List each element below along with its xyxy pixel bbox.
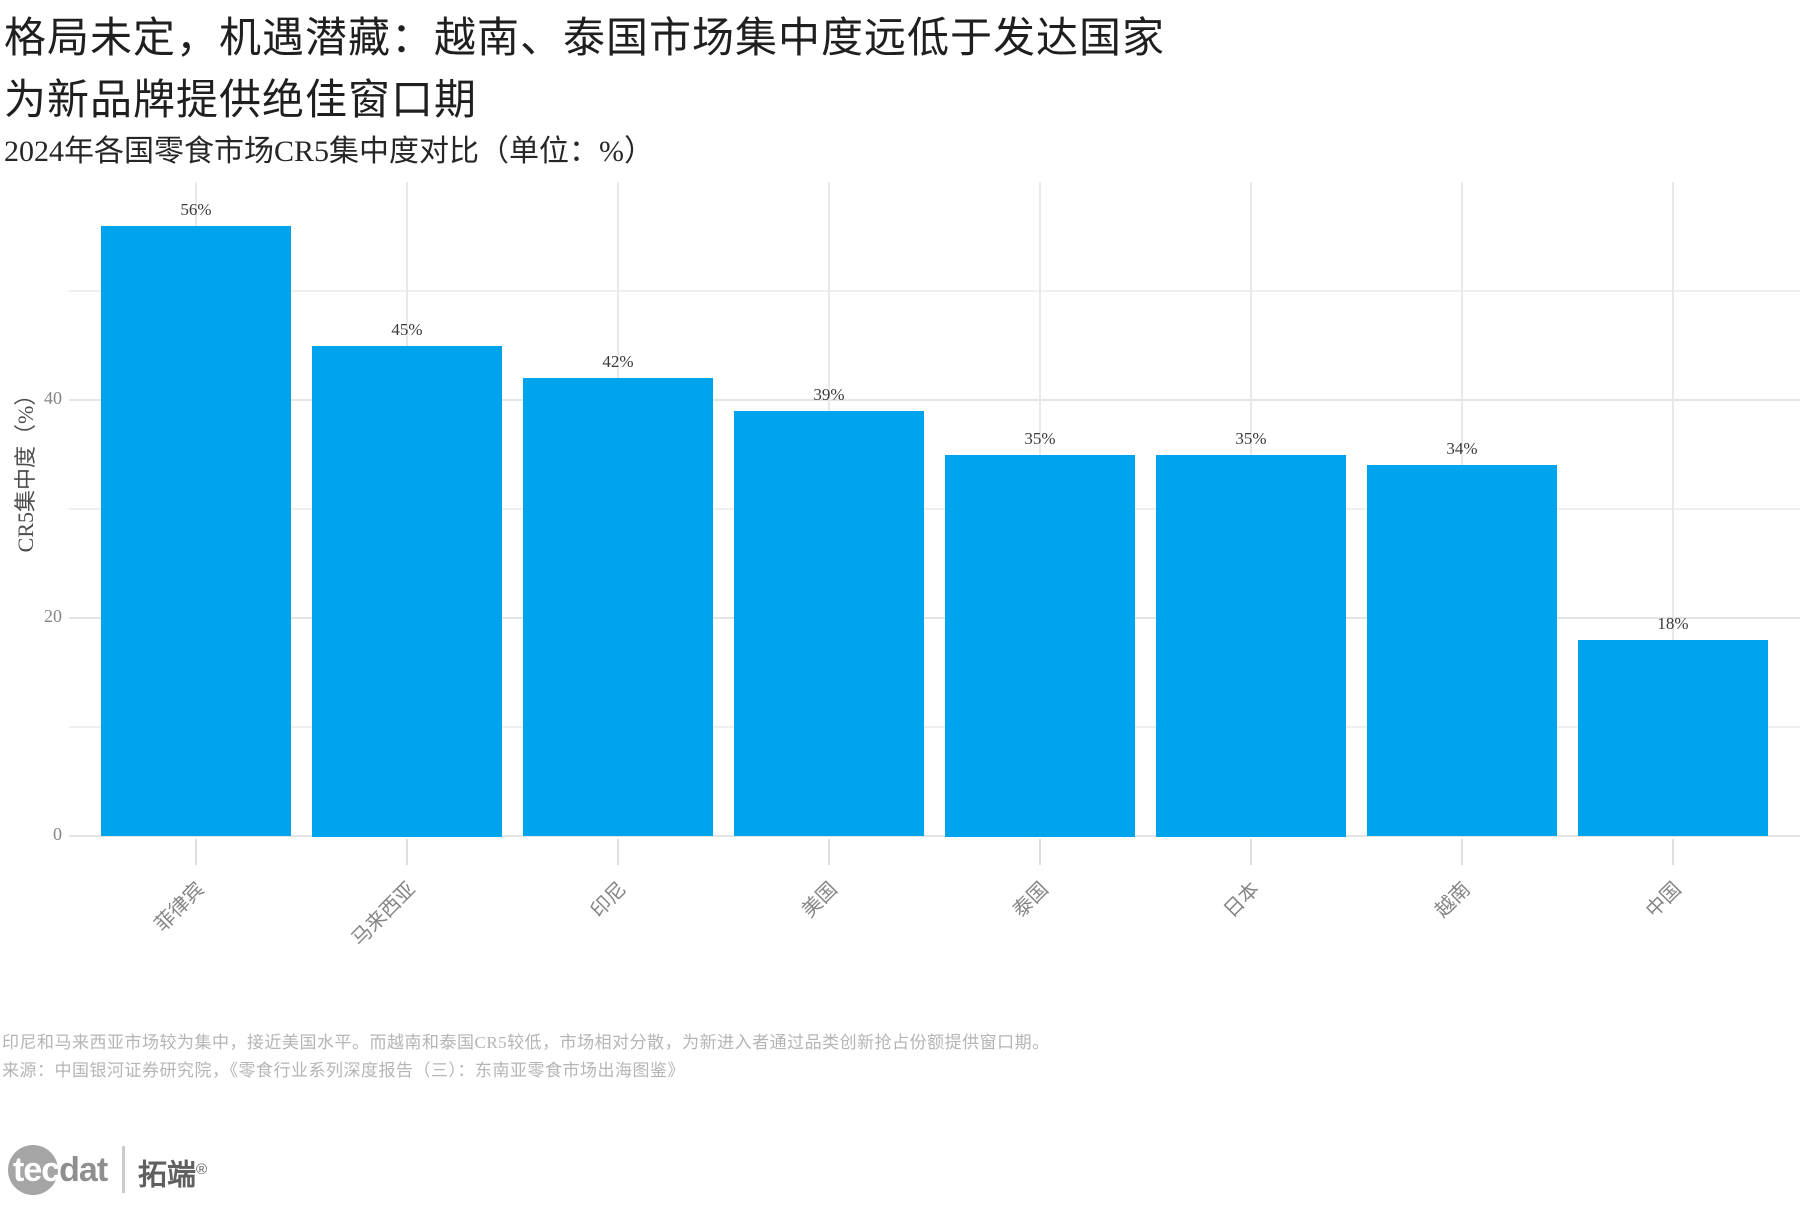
x-tick-泰国: [1039, 839, 1042, 865]
bar-value-label-日本: 35%: [1235, 429, 1267, 448]
x-label-日本: 日本: [1220, 878, 1264, 923]
logo-wordmark: tecdat: [13, 1148, 108, 1192]
chart-subtitle: 2024年各国零食市场CR5集中度对比（单位：%）: [4, 135, 655, 168]
x-tick-马来西亚: [405, 839, 408, 865]
bar-value-label-美国: 39%: [813, 385, 845, 404]
y-tick-label-40: 40: [44, 388, 62, 408]
logo-word-highlight: tec: [13, 1151, 60, 1189]
bar-日本: [1156, 455, 1346, 837]
x-tick-美国: [827, 839, 830, 865]
x-tick-日本: [1250, 839, 1253, 865]
bar-印尼: [523, 378, 713, 836]
y-tick-label-0: 0: [53, 824, 62, 844]
bar-越南: [1367, 465, 1557, 836]
x-label-中国: 中国: [1642, 878, 1687, 923]
gridline-major-y-40: [69, 399, 1800, 401]
gridline-major-y-0: [69, 835, 1800, 837]
tecdat-logo: tecdat 拓端®: [0, 1140, 400, 1206]
logo-circle-icon: [8, 1145, 58, 1195]
chart-title-line2: 为新品牌提供绝佳窗口期: [4, 78, 478, 124]
gridline-x-中国: [1672, 182, 1675, 836]
bar-美国: [734, 411, 924, 836]
footnote-source: 来源：中国银河证券研究院，《零食行业系列深度报告（三）：东南亚零食市场出海图鉴》: [2, 1061, 685, 1080]
gridline-minor-y-50: [69, 290, 1800, 292]
y-axis-title: CR5集中度（%）: [13, 383, 38, 553]
bar-菲律宾: [101, 226, 291, 836]
logo-cn-text: 拓端: [138, 1159, 197, 1192]
logo-word-rest: dat: [59, 1151, 108, 1189]
x-label-越南: 越南: [1431, 878, 1476, 923]
bar-中国: [1578, 640, 1768, 836]
x-label-泰国: 泰国: [1009, 878, 1053, 923]
registered-mark: ®: [196, 1161, 208, 1178]
x-tick-菲律宾: [194, 839, 197, 865]
x-tick-印尼: [616, 839, 619, 865]
bar-value-label-马来西亚: 45%: [391, 320, 423, 339]
bar-value-label-泰国: 35%: [1024, 429, 1056, 448]
bar-value-label-越南: 34%: [1446, 439, 1478, 458]
x-tick-中国: [1672, 839, 1675, 865]
bar-value-label-印尼: 42%: [602, 352, 634, 371]
gridline-minor-y-10: [69, 726, 1800, 728]
x-tick-越南: [1461, 839, 1464, 865]
logo-cn-name: 拓端®: [138, 1154, 207, 1192]
chart-title-line1: 格局未定，机遇潜藏：越南、泰国市场集中度远低于发达国家: [4, 16, 1166, 62]
x-label-印尼: 印尼: [586, 878, 631, 923]
x-label-菲律宾: 菲律宾: [150, 878, 209, 937]
footnote-analysis: 印尼和马来西亚市场较为集中，接近美国水平。而越南和泰国CR5较低，市场相对分散，…: [2, 1033, 1050, 1052]
x-label-美国: 美国: [797, 878, 842, 923]
y-tick-label-20: 20: [44, 606, 62, 626]
bar-value-label-中国: 18%: [1657, 614, 1689, 633]
x-label-马来西亚: 马来西亚: [347, 878, 420, 951]
bar-泰国: [945, 455, 1135, 837]
gridline-major-y-20: [69, 617, 1800, 619]
bar-value-label-菲律宾: 56%: [180, 200, 212, 219]
bar-马来西亚: [312, 346, 502, 837]
gridline-minor-y-30: [69, 508, 1800, 510]
logo-divider: [122, 1146, 125, 1193]
